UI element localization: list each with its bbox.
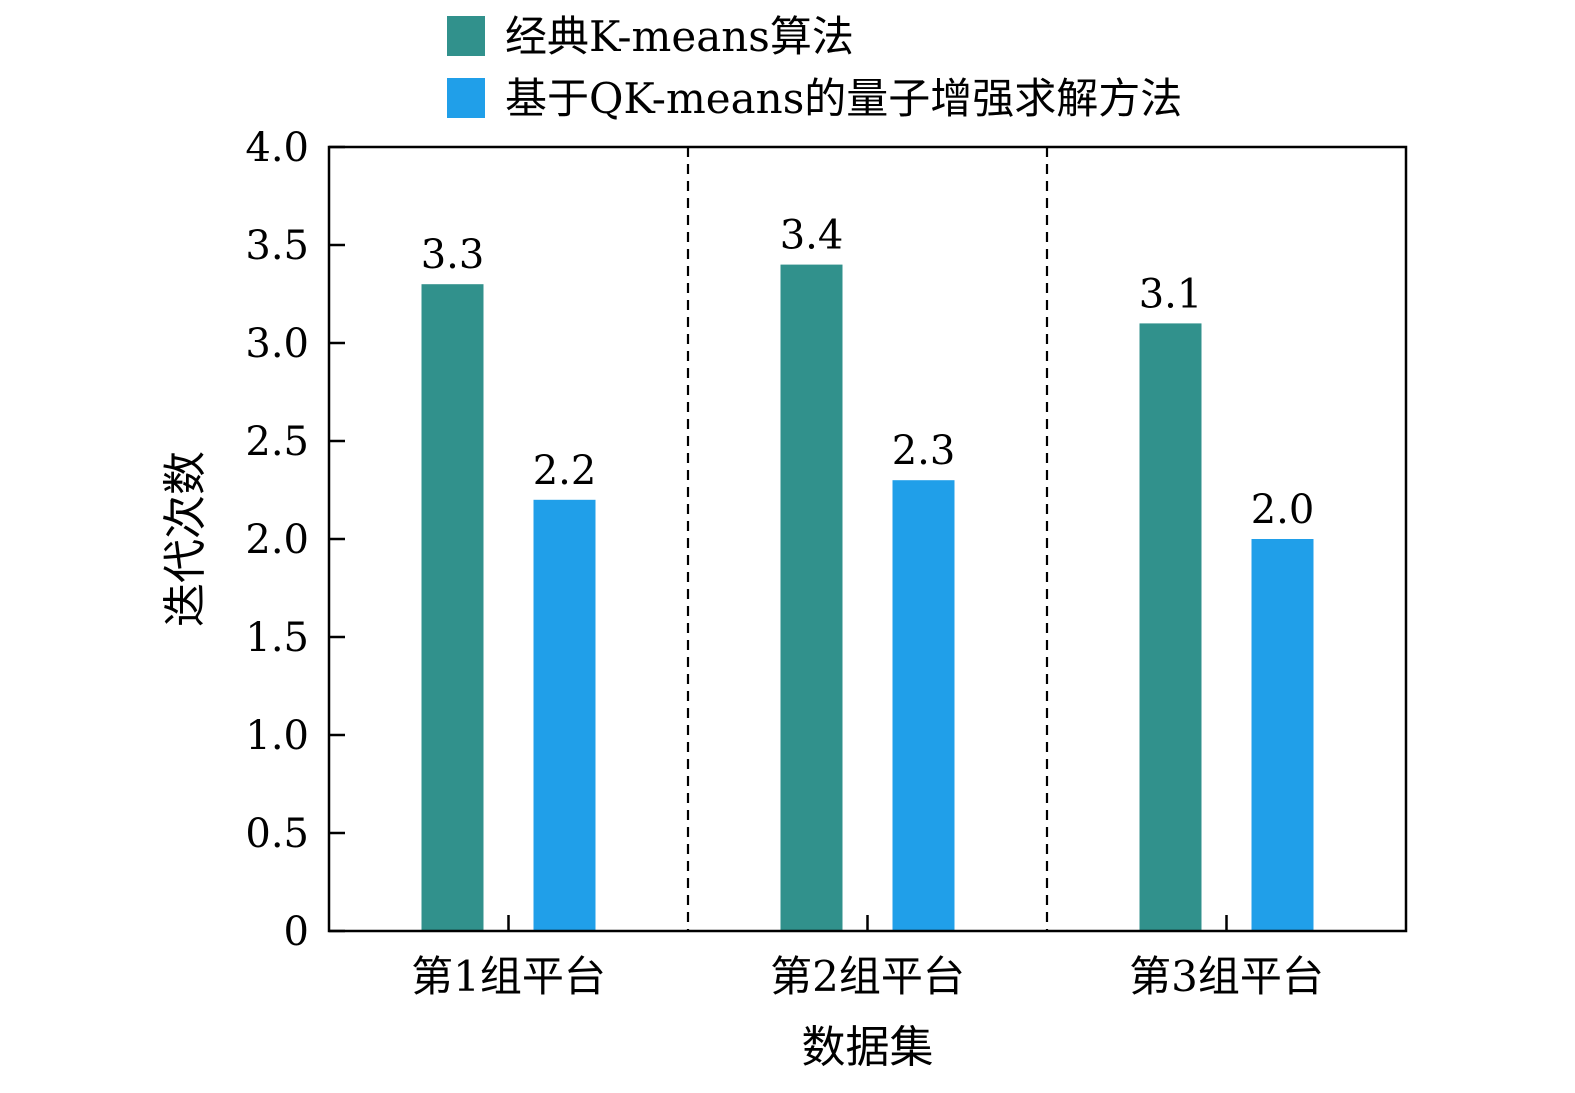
legend: 经典K-means算法 基于QK-means的量子增强求解方法 — [447, 12, 1182, 123]
group-separators — [686, 147, 1049, 931]
bar-qk-means — [892, 480, 955, 931]
x-axis-ticks — [507, 915, 1228, 931]
y-tick-label: 3.0 — [245, 321, 309, 367]
x-category-label: 第3组平台 — [1129, 952, 1324, 1001]
bar-classic-kmeans — [421, 284, 484, 931]
bar-value-label: 3.3 — [421, 232, 485, 278]
y-tick-label: 2.5 — [245, 419, 309, 465]
x-axis-category-labels: 第1组平台 第2组平台 第3组平台 — [411, 952, 1324, 1001]
x-axis-title: 数据集 — [802, 1022, 934, 1073]
y-tick-label: 3.5 — [245, 223, 309, 269]
bar-classic-kmeans — [780, 264, 843, 932]
legend-label-qk-means: 基于QK-means的量子增强求解方法 — [505, 74, 1182, 123]
bar-classic-kmeans — [1139, 323, 1202, 931]
y-axis-ticks — [329, 145, 345, 933]
y-tick-label: 1.5 — [245, 615, 309, 661]
legend-label-classic-kmeans: 经典K-means算法 — [505, 12, 854, 61]
y-tick-label: 2.0 — [245, 517, 309, 563]
legend-swatch-classic-kmeans — [447, 16, 485, 56]
bar-value-label: 3.4 — [780, 213, 844, 259]
y-tick-label: 4.0 — [245, 125, 309, 171]
bar-value-label: 2.0 — [1251, 487, 1315, 533]
y-tick-label: 0.5 — [245, 811, 309, 857]
bar-value-label: 3.1 — [1139, 271, 1203, 317]
x-category-label: 第2组平台 — [770, 952, 965, 1001]
bar-qk-means — [533, 499, 596, 931]
y-axis-tick-labels: 0 0.5 1.0 1.5 2.0 2.5 3.0 3.5 4.0 — [245, 125, 309, 955]
bar-value-label: 2.3 — [892, 428, 956, 474]
bar-value-label: 2.2 — [533, 448, 597, 494]
y-axis-title: 迭代次数 — [160, 451, 211, 627]
y-tick-label: 1.0 — [245, 713, 309, 759]
y-tick-label: 0 — [284, 909, 309, 955]
data-labels: 3.3 2.2 3.4 2.3 3.1 2.0 — [421, 213, 1315, 533]
bar-qk-means — [1251, 539, 1314, 931]
bars — [421, 264, 1314, 932]
legend-swatch-qk-means — [447, 78, 485, 118]
x-category-label: 第1组平台 — [411, 952, 606, 1001]
plot-frame — [327, 145, 1408, 933]
